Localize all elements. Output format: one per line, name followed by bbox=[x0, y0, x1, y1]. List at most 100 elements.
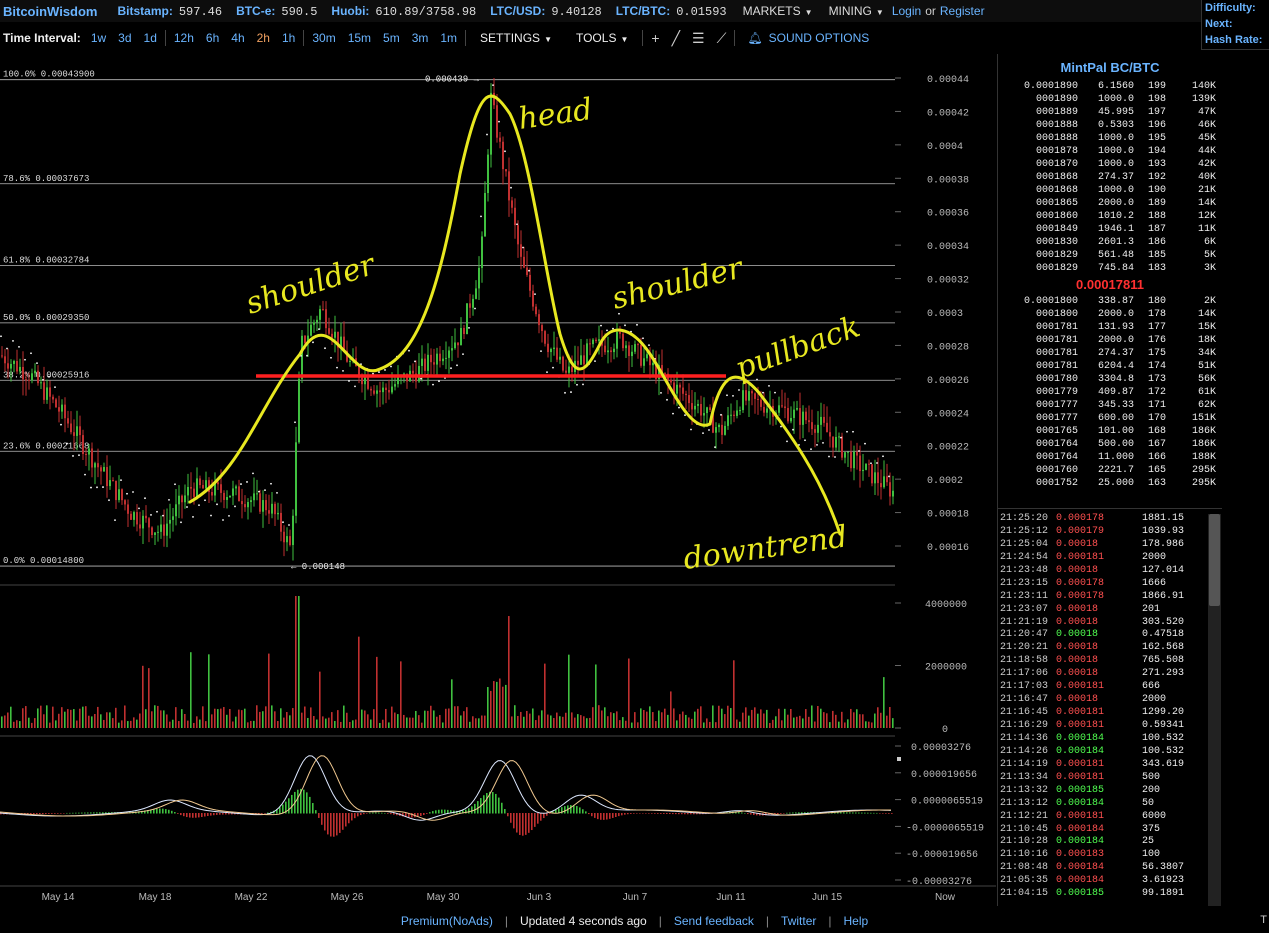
interval-5m[interactable]: 5m bbox=[383, 31, 400, 45]
interval-3d[interactable]: 3d bbox=[118, 31, 132, 45]
ticker-exchange: Bitstamp: bbox=[117, 3, 173, 18]
crosshair-icon[interactable]: + bbox=[651, 30, 660, 46]
order-row[interactable]: 0001781 274.37 175 34K bbox=[998, 347, 1222, 360]
order-row[interactable]: 0001779 409.87 172 61K bbox=[998, 386, 1222, 399]
sar-dot bbox=[60, 423, 62, 426]
order-row[interactable]: 0001777 600.00 170 151K bbox=[998, 412, 1222, 425]
order-row[interactable]: 0001760 2221.7 165 295K bbox=[998, 464, 1222, 477]
order-row[interactable]: 0001830 2601.3 186 6K bbox=[998, 236, 1222, 249]
order-row[interactable]: 0001870 1000.0 193 42K bbox=[998, 158, 1222, 171]
trade-scrollbar[interactable] bbox=[1208, 514, 1221, 906]
feedback-link[interactable]: Send feedback bbox=[673, 913, 754, 928]
trade-price: 0.000178 bbox=[1056, 590, 1105, 602]
tools-menu[interactable]: TOOLS ▼ bbox=[564, 31, 640, 45]
ticker-item[interactable]: BTC-e: 590.5 bbox=[236, 4, 317, 19]
candle-body bbox=[46, 387, 48, 400]
sar-dot bbox=[330, 356, 332, 359]
volume-bar bbox=[133, 717, 135, 728]
order-row[interactable]: 0001889 45.995 197 47K bbox=[998, 106, 1222, 119]
order-row[interactable]: 0001868 1000.0 190 21K bbox=[998, 184, 1222, 197]
macd-histogram-bar bbox=[699, 813, 701, 815]
fibonacci-tool-icon[interactable]: ☰ bbox=[692, 29, 705, 46]
price-chart[interactable]: 100.0% 0.00043900 78.6% 0.00037673 61.8% 0… bbox=[0, 54, 996, 906]
macd-histogram-bar bbox=[798, 812, 800, 814]
order-row[interactable]: 0001800 2000.0 178 14K bbox=[998, 308, 1222, 321]
macd-histogram-bar bbox=[654, 813, 656, 814]
interval-2h[interactable]: 2h bbox=[256, 31, 270, 45]
order-price: 0001777 bbox=[1035, 400, 1078, 411]
macd-histogram-bar bbox=[162, 808, 164, 814]
sar-dot bbox=[618, 312, 620, 315]
ticker-item[interactable]: Bitstamp: 597.46 bbox=[118, 4, 223, 19]
trade-row: 21:05:35 0.000184 3.61923 bbox=[1000, 874, 1206, 887]
order-row[interactable]: 0001781 6204.4 174 51K bbox=[998, 360, 1222, 373]
candle-body bbox=[4, 356, 6, 364]
ticker-item[interactable]: LTC/USD: 9.40128 bbox=[490, 4, 602, 19]
order-row[interactable]: 0001829 745.84 183 3K bbox=[998, 262, 1222, 275]
macd-histogram-bar bbox=[750, 813, 752, 815]
order-row[interactable]: 0001764 500.00 167 186K bbox=[998, 438, 1222, 451]
bell-icon[interactable]: 🔔︎ bbox=[747, 31, 763, 45]
divider bbox=[997, 508, 1222, 509]
volume-bar bbox=[433, 710, 435, 728]
volume-bar bbox=[445, 708, 447, 728]
order-row[interactable]: 0001764 11.000 166 188K bbox=[998, 451, 1222, 464]
order-count: 193 bbox=[1147, 159, 1166, 170]
macd-histogram-bar bbox=[261, 813, 263, 814]
interval-4h[interactable]: 4h bbox=[231, 31, 245, 45]
brand-logo[interactable]: BitcoinWisdom bbox=[3, 3, 98, 19]
order-row[interactable]: 0001888 0.5303 196 46K bbox=[998, 119, 1222, 132]
interval-6h[interactable]: 6h bbox=[205, 31, 220, 45]
volume-bar bbox=[79, 708, 81, 728]
mining-menu[interactable]: MINING ▼ bbox=[829, 4, 884, 18]
order-row[interactable]: 0001888 1000.0 195 45K bbox=[998, 132, 1222, 145]
order-row[interactable]: 0001752 25.000 163 295K bbox=[998, 477, 1222, 490]
ticker-item[interactable]: LTC/BTC: 0.01593 bbox=[616, 4, 727, 19]
twitter-link[interactable]: Twitter bbox=[781, 913, 817, 928]
macd-histogram-bar bbox=[63, 813, 65, 814]
order-row[interactable]: 0001765 101.00 168 186K bbox=[998, 425, 1222, 438]
order-row[interactable]: 0001781 131.93 177 15K bbox=[998, 321, 1222, 334]
order-row[interactable]: 0001860 1010.2 188 12K bbox=[998, 210, 1222, 223]
register-link[interactable]: Register bbox=[939, 4, 985, 18]
ticker-item[interactable]: Huobi: 610.89/3758.98 bbox=[331, 4, 476, 19]
fan-tool-icon[interactable]: ⟋ bbox=[716, 29, 727, 46]
interval-1w[interactable]: 1w bbox=[90, 31, 107, 45]
interval-30m[interactable]: 30m bbox=[312, 31, 336, 45]
order-row[interactable]: 0001781 2000.0 176 18K bbox=[998, 334, 1222, 347]
tools-label: TOOLS bbox=[575, 31, 617, 45]
login-link[interactable]: Login bbox=[891, 4, 922, 18]
order-row[interactable]: 0001849 1946.1 187 11K bbox=[998, 223, 1222, 236]
settings-menu[interactable]: SETTINGS ▼ bbox=[468, 31, 564, 45]
order-row[interactable]: 0001890 1000.0 198 139K bbox=[998, 93, 1222, 106]
scrollbar-thumb[interactable] bbox=[1209, 514, 1220, 606]
volume-bar bbox=[157, 705, 159, 728]
order-price: 0001849 bbox=[1035, 224, 1078, 235]
sound-options-button[interactable]: SOUND OPTIONS bbox=[768, 31, 870, 45]
volume-bar bbox=[298, 596, 300, 728]
trade-price: 0.000178 bbox=[1056, 577, 1105, 589]
volume-bar bbox=[262, 711, 264, 728]
order-row[interactable]: 0001829 561.48 185 5K bbox=[998, 249, 1222, 262]
interval-1h[interactable]: 1h bbox=[281, 31, 296, 45]
trade-price: 0.00018 bbox=[1056, 655, 1099, 667]
line-tool-icon[interactable]: ╱ bbox=[671, 29, 680, 46]
candle-body bbox=[877, 472, 879, 484]
macd-histogram-bar bbox=[165, 809, 167, 814]
premium-link[interactable]: Premium(NoAds) bbox=[400, 913, 493, 928]
markets-menu[interactable]: MARKETS ▼ bbox=[743, 4, 813, 18]
interval-15m[interactable]: 15m bbox=[347, 31, 372, 45]
order-row[interactable]: 0.0001890 6.1560 199 140K bbox=[998, 80, 1222, 93]
help-link[interactable]: Help bbox=[843, 913, 869, 928]
order-row[interactable]: 0001878 1000.0 194 44K bbox=[998, 145, 1222, 158]
order-row[interactable]: 0001780 3304.8 173 56K bbox=[998, 373, 1222, 386]
order-row[interactable]: 0001777 345.33 171 62K bbox=[998, 399, 1222, 412]
order-row[interactable]: 0001865 2000.0 189 14K bbox=[998, 197, 1222, 210]
order-row[interactable]: 0.0001800 338.87 180 2K bbox=[998, 295, 1222, 308]
interval-1d[interactable]: 1d bbox=[143, 31, 157, 45]
order-book-title[interactable]: MintPal BC/BTC bbox=[1060, 60, 1160, 75]
interval-12h[interactable]: 12h bbox=[173, 31, 194, 45]
interval-3m[interactable]: 3m bbox=[411, 31, 429, 45]
order-row[interactable]: 0001868 274.37 192 40K bbox=[998, 171, 1222, 184]
interval-1m[interactable]: 1m bbox=[440, 31, 458, 45]
